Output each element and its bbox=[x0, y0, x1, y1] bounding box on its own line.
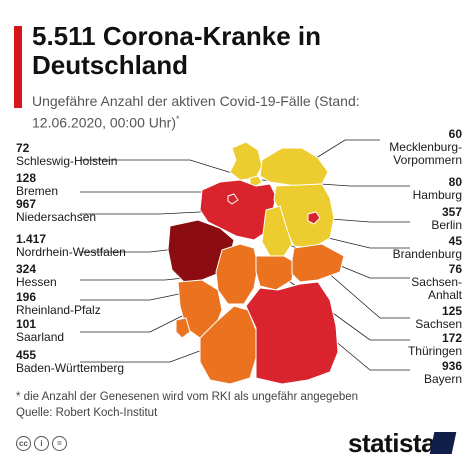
label-schleswig-holstein: 72 Schleswig-Holstein bbox=[16, 141, 118, 168]
subtitle: Ungefähre Anzahl der aktiven Covid-19-Fä… bbox=[32, 93, 360, 131]
statista-logo[interactable]: statista bbox=[348, 428, 436, 458]
state-bayern bbox=[245, 281, 339, 385]
source: Quelle: Robert Koch-Institut bbox=[16, 407, 158, 419]
label-sachsen-anhalt: 76 Sachsen- Anhalt bbox=[411, 262, 462, 302]
states bbox=[167, 141, 345, 385]
person-icon[interactable]: i bbox=[34, 436, 49, 451]
footnote: * die Anzahl der Genesenen wird vom RKI … bbox=[16, 391, 359, 403]
label-saarland: 101 Saarland bbox=[16, 317, 65, 344]
state-hessen bbox=[215, 243, 259, 305]
label-brandenburg: 45 Brandenburg bbox=[392, 234, 462, 261]
leader-sh bbox=[80, 159, 249, 179]
label-thueringen: 172 Thüringen bbox=[407, 331, 462, 358]
state-schleswig-holstein bbox=[229, 141, 263, 181]
state-berlin bbox=[307, 211, 321, 225]
label-hessen: 324 Hessen bbox=[16, 262, 57, 289]
label-baden-wuerttemberg: 455 Baden-Württemberg bbox=[16, 348, 125, 375]
label-hamburg: 80 Hamburg bbox=[412, 175, 462, 202]
label-rheinland-pfalz: 196 Rheinland-Pfalz bbox=[16, 290, 101, 317]
label-niedersachsen: 967 Niedersachsen bbox=[16, 197, 97, 224]
state-sachsen bbox=[291, 243, 345, 283]
accent-bar bbox=[14, 26, 22, 108]
cc-icon[interactable]: cc bbox=[16, 436, 31, 451]
leader-be bbox=[317, 217, 410, 223]
label-sachsen: 125 Sachsen bbox=[415, 304, 462, 331]
state-saarland bbox=[175, 317, 191, 339]
leader-sl bbox=[80, 311, 191, 333]
equals-icon[interactable]: = bbox=[52, 436, 67, 451]
label-mecklenburg-vorpommern: 60 Mecklenburg- Vorpommern bbox=[389, 127, 462, 167]
state-mecklenburg-vorpommern bbox=[259, 147, 329, 187]
label-bayern: 936 Bayern bbox=[423, 359, 462, 386]
page-title: 5.511 Corona-Kranke in Deutschland bbox=[32, 21, 321, 80]
label-berlin: 357 Berlin bbox=[431, 205, 462, 232]
state-hamburg bbox=[249, 175, 263, 187]
statista-mark-icon bbox=[429, 432, 457, 454]
state-bremen bbox=[227, 193, 239, 205]
license-icons[interactable]: cc i = bbox=[16, 436, 67, 451]
label-bremen: 128 Bremen bbox=[16, 171, 59, 198]
state-thueringen bbox=[255, 255, 295, 291]
leader-bb bbox=[319, 235, 410, 249]
leader-sn bbox=[317, 263, 410, 319]
label-nordrhein-westfalen: 1.417 Nordrhein-Westfalen bbox=[16, 232, 126, 259]
